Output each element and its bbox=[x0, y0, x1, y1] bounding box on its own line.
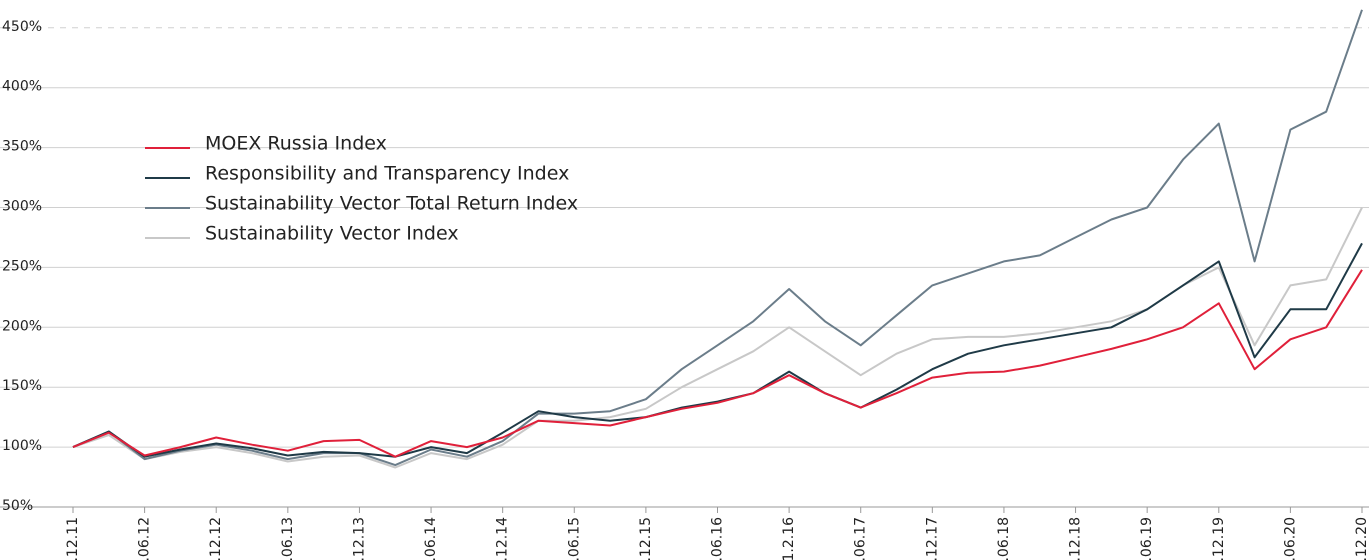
x-tick-label: 31.12.12 bbox=[208, 517, 224, 560]
y-tick-label: 300% bbox=[2, 199, 42, 215]
series-line bbox=[72, 207, 1363, 469]
y-tick-label: 400% bbox=[2, 79, 42, 95]
y-tick-label: 50% bbox=[2, 498, 33, 514]
x-tick-label: 30.06.12 bbox=[137, 517, 153, 560]
x-tick-label: 31.12.14 bbox=[495, 517, 511, 560]
x-tick-label: 30.06.13 bbox=[280, 517, 296, 560]
x-tick-label: 30.06.16 bbox=[710, 517, 726, 560]
y-tick-label: 350% bbox=[2, 139, 42, 155]
x-tick-label: 30.06.17 bbox=[853, 517, 869, 560]
legend-label: Sustainability Vector Index bbox=[205, 223, 459, 245]
legend-label: MOEX Russia Index bbox=[205, 133, 387, 155]
y-tick-label: 100% bbox=[2, 438, 42, 454]
x-tick-label: 31.12.18 bbox=[1068, 517, 1084, 560]
y-tick-label: 250% bbox=[2, 258, 42, 274]
series-line bbox=[72, 242, 1363, 458]
x-tick-label: 31.12.20 bbox=[1354, 517, 1369, 560]
x-tick-label: 30.06.15 bbox=[566, 517, 582, 560]
x-tick-label: 30.06.19 bbox=[1139, 517, 1155, 560]
series-line bbox=[72, 269, 1363, 458]
y-tick-label: 150% bbox=[2, 378, 42, 394]
x-tick-label: 31.12.17 bbox=[924, 517, 940, 560]
y-tick-label: 450% bbox=[2, 19, 42, 35]
x-tick-label: 30.06.18 bbox=[996, 517, 1012, 560]
x-tick-label: 31.12.15 bbox=[638, 517, 654, 560]
x-tick-label: 31.12.13 bbox=[351, 517, 367, 560]
series-line bbox=[72, 9, 1363, 467]
x-tick-label: 30.12.11 bbox=[65, 517, 81, 560]
x-tick-label: 31.12.19 bbox=[1211, 517, 1227, 560]
x-tick-label: 30.06.20 bbox=[1282, 517, 1298, 560]
x-tick-label: 30.06.14 bbox=[423, 517, 439, 560]
legend-label: Responsibility and Transparency Index bbox=[205, 163, 569, 185]
legend-label: Sustainability Vector Total Return Index bbox=[205, 193, 578, 215]
y-tick-label: 200% bbox=[2, 318, 42, 334]
x-tick-label: 131.2.16 bbox=[781, 517, 797, 560]
